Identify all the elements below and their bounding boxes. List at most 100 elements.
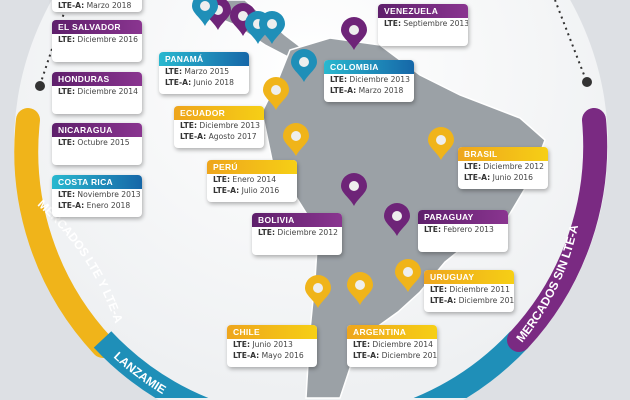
lte-line: LTE: Diciembre 2016 xyxy=(52,34,142,45)
country-card: Perú LTE: Enero 2014 LTE-A: Julio 2016 xyxy=(207,160,297,202)
lte-line: LTE: Diciembre 2014 xyxy=(347,339,437,350)
lte-line: LTE: Diciembre 2011 xyxy=(424,284,514,295)
lte-line: LTE: Noviembre 2013 xyxy=(52,189,142,200)
country-card: Chile LTE: Junio 2013 LTE-A: Mayo 2016 xyxy=(227,325,317,367)
lte-a-date: Julio 2016 xyxy=(241,186,280,195)
lte-line: LTE: Marzo 2015 xyxy=(159,66,249,77)
lte-a-line: LTE-A: Marzo 2018 xyxy=(324,85,414,96)
lte-label: LTE: xyxy=(353,340,370,349)
lte-a-label: LTE-A: xyxy=(464,173,491,182)
country-card: Ecuador LTE: Diciembre 2013 LTE-A: Agosto… xyxy=(174,106,264,148)
country-card: Argentina LTE: Diciembre 2014 LTE-A: Dici… xyxy=(347,325,437,367)
lte-a-date: Marzo 2018 xyxy=(86,1,132,10)
lte-date: Diciembre 2013 xyxy=(199,121,260,130)
lte-date: Diciembre 2011 xyxy=(449,285,510,294)
lte-label: LTE: xyxy=(424,225,441,234)
map-pin-hole xyxy=(313,283,323,293)
lte-line: LTE: Septiembre 2013 xyxy=(378,18,468,29)
lte-a-date: Marzo 2018 xyxy=(358,86,404,95)
lte-a-line: LTE-A: Junio 2016 xyxy=(458,172,548,183)
lte-label: LTE: xyxy=(384,19,401,28)
lte-a-line: LTE-A: Mayo 2016 xyxy=(227,350,317,361)
country-card: Honduras LTE: Diciembre 2014 xyxy=(52,72,142,114)
lte-date: Diciembre 2013 xyxy=(349,75,410,84)
country-name: Nicaragua xyxy=(52,123,142,137)
lte-a-line: LTE-A: Diciembre 2016 xyxy=(347,350,437,361)
lte-label: LTE: xyxy=(330,75,347,84)
lte-label: LTE: xyxy=(233,340,250,349)
country-name: Costa Rica xyxy=(52,175,142,189)
lte-a-line: LTE-A: Enero 2018 xyxy=(52,200,142,211)
lte-line: LTE: Diciembre 2013 xyxy=(324,74,414,85)
ring-purple xyxy=(507,108,608,352)
country-name: El Salvador xyxy=(52,20,142,34)
map-pin-hole xyxy=(392,211,402,221)
lte-line: LTE: Febrero 2013 xyxy=(418,224,508,235)
lte-a-label: LTE-A: xyxy=(330,86,357,95)
country-name: Colombia xyxy=(324,60,414,74)
map-pin-hole xyxy=(349,25,359,35)
lte-line: LTE: Diciembre 2014 xyxy=(52,86,142,97)
lte-a-label: LTE-A: xyxy=(58,201,85,210)
lte-date: Noviembre 2013 xyxy=(77,190,141,199)
lte-date: Septiembre 2013 xyxy=(403,19,468,28)
lte-a-date: Enero 2018 xyxy=(86,201,131,210)
map-pin-icon xyxy=(192,0,218,26)
lte-a-label: LTE-A: xyxy=(430,296,457,305)
country-card: Panamá LTE: Marzo 2015 LTE-A: Junio 2018 xyxy=(159,52,249,94)
lte-date: Marzo 2015 xyxy=(184,67,230,76)
country-name: Venezuela xyxy=(378,4,468,18)
lte-label: LTE: xyxy=(165,67,182,76)
lte-a-date: Junio 2016 xyxy=(492,173,533,182)
country-name: Honduras xyxy=(52,72,142,86)
country-card: Brasil LTE: Diciembre 2012 LTE-A: Junio 2… xyxy=(458,147,548,189)
country-card: Nicaragua LTE: Octubre 2015 xyxy=(52,123,142,165)
country-name: Brasil xyxy=(458,147,548,161)
country-name: Chile xyxy=(227,325,317,339)
lte-date: Diciembre 2012 xyxy=(277,228,338,237)
lte-label: LTE: xyxy=(213,175,230,184)
lte-date: Diciembre 2012 xyxy=(483,162,544,171)
map-pin-hole xyxy=(403,267,413,277)
lte-a-label: LTE-A: xyxy=(233,351,260,360)
dot-right xyxy=(582,77,592,87)
lte-a-date: Diciembre 2017 xyxy=(458,296,514,305)
lte-label: LTE: xyxy=(464,162,481,171)
lte-label: LTE: xyxy=(58,87,75,96)
lte-a-line: LTE-A: Junio 2018 xyxy=(159,77,249,88)
country-card: Venezuela LTE: Septiembre 2013 xyxy=(378,4,468,46)
lte-a-label: LTE-A: xyxy=(58,1,85,10)
ring-teal-left xyxy=(93,331,209,398)
lte-date: Diciembre 2014 xyxy=(77,87,138,96)
map-pin-hole xyxy=(271,85,281,95)
lte-line: LTE: Junio 2013 xyxy=(227,339,317,350)
lte-line: LTE: Diciembre 2013 xyxy=(174,120,264,131)
lte-date: Diciembre 2016 xyxy=(77,35,138,44)
map-pin-hole xyxy=(238,11,248,21)
country-card: Bolivia LTE: Diciembre 2012 xyxy=(252,213,342,255)
country-name: Ecuador xyxy=(174,106,264,120)
lte-label: LTE: xyxy=(58,35,75,44)
lte-label: LTE: xyxy=(58,190,75,199)
lte-a-date: Diciembre 2016 xyxy=(381,351,437,360)
lte-a-date: Agosto 2017 xyxy=(208,132,257,141)
map-pin-hole xyxy=(200,1,210,11)
country-name: Paraguay xyxy=(418,210,508,224)
lte-a-date: Mayo 2016 xyxy=(261,351,304,360)
lte-a-label: LTE-A: xyxy=(180,132,207,141)
lte-a-label: LTE-A: xyxy=(165,78,192,87)
map-pin-hole xyxy=(349,181,359,191)
dotted-line-left xyxy=(39,9,66,86)
map-pin-hole xyxy=(299,57,309,67)
map-pin-hole xyxy=(291,131,301,141)
ring-orange xyxy=(14,108,115,358)
lte-line: LTE: Enero 2014 xyxy=(207,174,297,185)
country-name: Panamá xyxy=(159,52,249,66)
country-card: Paraguay LTE: Febrero 2013 xyxy=(418,210,508,252)
lte-a-line: LTE-A: Agosto 2017 xyxy=(174,131,264,142)
country-name: Argentina xyxy=(347,325,437,339)
lte-a-date: Junio 2018 xyxy=(193,78,234,87)
dotted-line-right xyxy=(554,0,587,81)
map-pin-hole xyxy=(355,280,365,290)
